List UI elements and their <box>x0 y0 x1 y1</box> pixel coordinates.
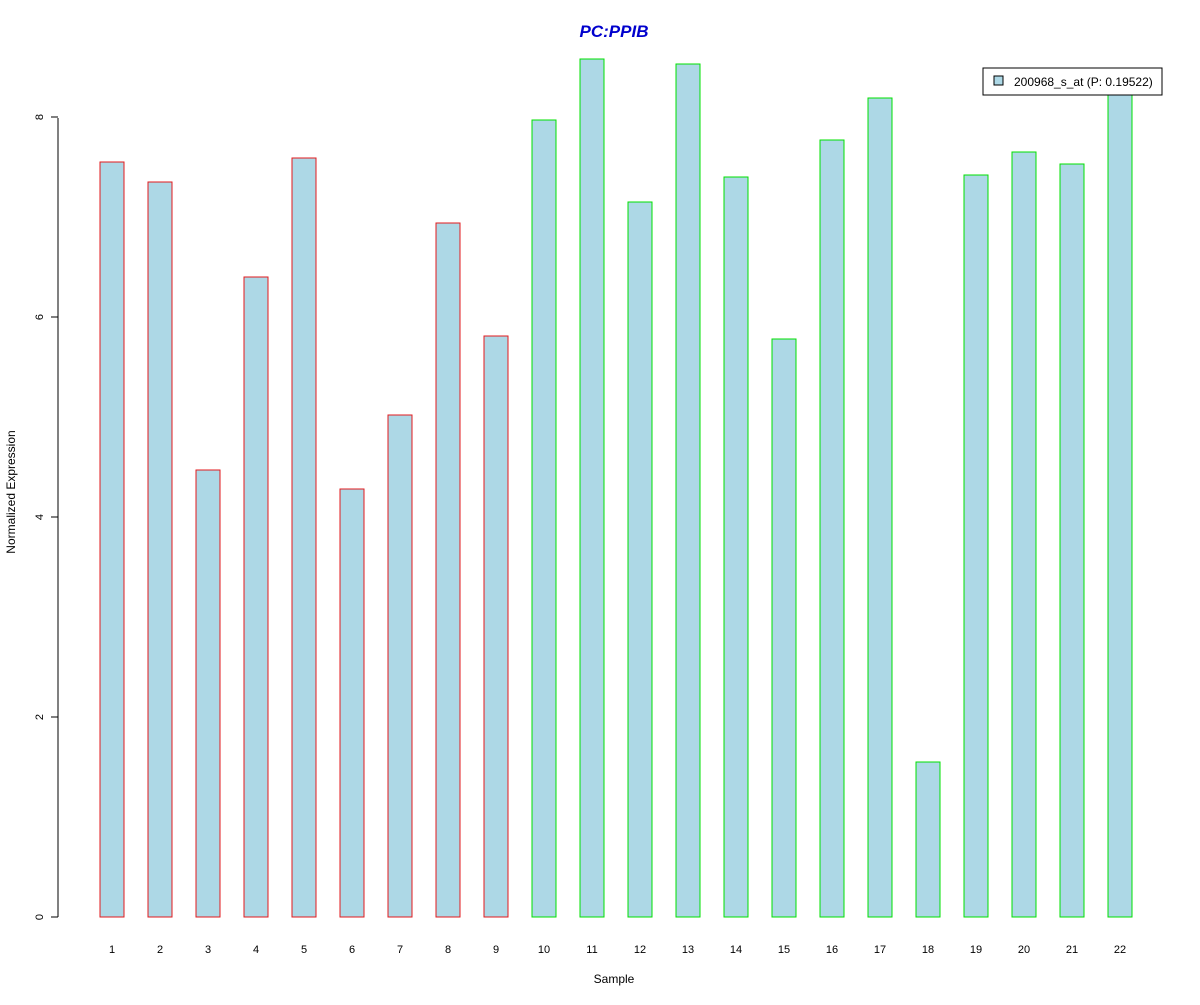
x-axis-label: Sample <box>594 972 635 986</box>
y-axis-label: Normalized Expression <box>4 430 18 553</box>
x-tick-label: 7 <box>397 944 403 956</box>
bar-sample-9 <box>483 335 509 918</box>
bar-sample-13 <box>675 63 701 918</box>
bar-sample-19 <box>963 174 989 918</box>
bar-sample-12 <box>627 201 653 918</box>
x-tick-label: 16 <box>826 944 838 956</box>
bar-sample-8 <box>435 222 461 918</box>
bar-sample-4 <box>243 276 269 918</box>
bar-sample-22 <box>1107 85 1133 918</box>
x-tick-label: 4 <box>253 944 259 956</box>
bar-sample-3 <box>195 469 221 918</box>
bar-sample-7 <box>387 414 413 918</box>
bar-sample-5 <box>291 157 317 918</box>
x-tick-label: 3 <box>205 944 211 956</box>
legend-box <box>982 67 1163 96</box>
bar-sample-20 <box>1011 151 1037 918</box>
x-tick-label: 5 <box>301 944 307 956</box>
legend-label: 200968_s_at (P: 0.19522) <box>1014 75 1153 89</box>
x-tick-label: 17 <box>874 944 886 956</box>
x-tick-label: 18 <box>922 944 934 956</box>
x-tick-label: 20 <box>1018 944 1030 956</box>
x-tick-label: 13 <box>682 944 694 956</box>
x-tick-label: 21 <box>1066 944 1078 956</box>
y-tick-label: 2 <box>34 714 46 720</box>
bar-sample-15 <box>771 338 797 918</box>
x-tick-label: 14 <box>730 944 742 956</box>
y-tick-label: 0 <box>34 914 46 920</box>
chart-title: PC:PPIB <box>580 22 649 41</box>
bar-sample-14 <box>723 176 749 918</box>
x-tick-label: 8 <box>445 944 451 956</box>
x-tick-label: 10 <box>538 944 550 956</box>
bar-sample-1 <box>99 161 125 918</box>
y-tick-label: 4 <box>34 514 46 520</box>
bars <box>99 58 1133 918</box>
bar-sample-17 <box>867 97 893 918</box>
x-tick-label: 2 <box>157 944 163 956</box>
bar-sample-6 <box>339 488 365 918</box>
legend: 200968_s_at (P: 0.19522) <box>982 67 1163 96</box>
x-tick-label: 12 <box>634 944 646 956</box>
x-tick-label: 19 <box>970 944 982 956</box>
x-tick-label: 22 <box>1114 944 1126 956</box>
bar-sample-21 <box>1059 163 1085 918</box>
x-axis-tick-labels: 1 2 3 4 5 6 7 8 9 10 11 12 13 14 15 16 17 18 19 20 21 22 <box>109 944 1126 956</box>
x-tick-label: 1 <box>109 944 115 956</box>
y-tick-label: 8 <box>34 114 46 120</box>
x-tick-label: 6 <box>349 944 355 956</box>
bar-sample-10 <box>531 119 557 918</box>
y-tick-label: 6 <box>34 314 46 320</box>
x-tick-label: 11 <box>586 944 597 956</box>
bar-sample-11 <box>579 58 605 918</box>
y-axis-ticks: 0 2 4 6 8 <box>34 114 58 920</box>
bar-sample-16 <box>819 139 845 918</box>
x-tick-label: 15 <box>778 944 790 956</box>
x-tick-label: 9 <box>493 944 499 956</box>
bar-sample-2 <box>147 181 173 918</box>
bar-sample-18 <box>915 761 941 918</box>
legend-swatch <box>993 75 1004 86</box>
